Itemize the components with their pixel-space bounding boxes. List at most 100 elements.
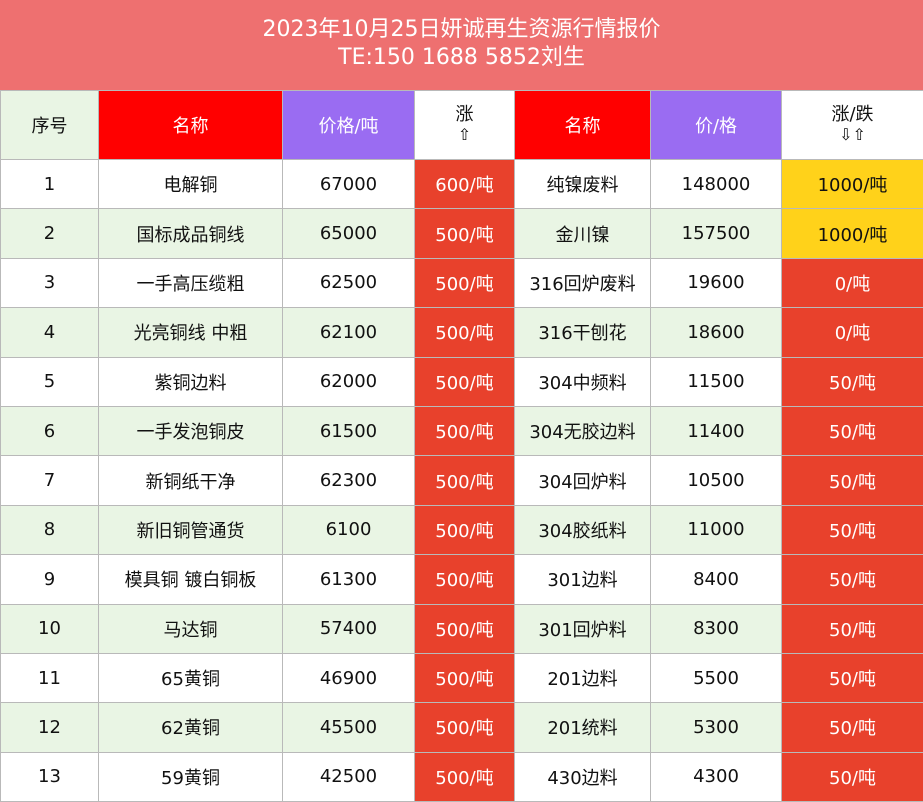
row-index: 3 xyxy=(1,258,99,307)
metal-name-right: 430边料 xyxy=(515,752,651,801)
metal-name-left: 模具铜 镀白铜板 xyxy=(99,555,283,604)
change-left: 500/吨 xyxy=(415,357,515,406)
table-header-row: 序号 名称 价格/吨 涨 ⇧ 名称 价/格 涨/跌 ⇩⇧ xyxy=(1,91,923,160)
metal-name-right: 201统料 xyxy=(515,703,651,752)
row-index: 9 xyxy=(1,555,99,604)
up-arrow-icon: ⇧ xyxy=(415,125,514,145)
header-name-right: 名称 xyxy=(515,91,651,160)
metal-name-right: 304胶纸料 xyxy=(515,505,651,554)
metal-name-left: 一手发泡铜皮 xyxy=(99,406,283,455)
change-right: 0/吨 xyxy=(782,308,923,357)
change-left: 500/吨 xyxy=(415,604,515,653)
down-up-arrow-icon: ⇩⇧ xyxy=(782,125,923,145)
row-index: 12 xyxy=(1,703,99,752)
price-left: 42500 xyxy=(283,752,415,801)
metal-name-right: 316干刨花 xyxy=(515,308,651,357)
price-left: 65000 xyxy=(283,209,415,258)
price-right: 5500 xyxy=(651,653,782,702)
metal-name-left: 新铜纸干净 xyxy=(99,456,283,505)
price-right: 10500 xyxy=(651,456,782,505)
change-right: 50/吨 xyxy=(782,653,923,702)
change-left: 500/吨 xyxy=(415,456,515,505)
change-right: 50/吨 xyxy=(782,703,923,752)
metal-name-right: 301边料 xyxy=(515,555,651,604)
price-left: 62500 xyxy=(283,258,415,307)
price-right: 11000 xyxy=(651,505,782,554)
change-right: 50/吨 xyxy=(782,357,923,406)
price-right: 4300 xyxy=(651,752,782,801)
metal-name-right: 316回炉废料 xyxy=(515,258,651,307)
price-left: 62100 xyxy=(283,308,415,357)
metal-name-left: 新旧铜管通货 xyxy=(99,505,283,554)
change-left: 500/吨 xyxy=(415,258,515,307)
change-right: 50/吨 xyxy=(782,406,923,455)
metal-name-right: 304回炉料 xyxy=(515,456,651,505)
metal-name-right: 304中频料 xyxy=(515,357,651,406)
change-left: 500/吨 xyxy=(415,505,515,554)
metal-name-right: 纯镍废料 xyxy=(515,160,651,209)
row-index: 11 xyxy=(1,653,99,702)
metal-name-left: 59黄铜 xyxy=(99,752,283,801)
change-right: 50/吨 xyxy=(782,604,923,653)
row-index: 10 xyxy=(1,604,99,653)
header-change-right: 涨/跌 ⇩⇧ xyxy=(782,91,923,160)
price-left: 57400 xyxy=(283,604,415,653)
row-index: 6 xyxy=(1,406,99,455)
price-right: 157500 xyxy=(651,209,782,258)
change-left: 500/吨 xyxy=(415,406,515,455)
row-index: 5 xyxy=(1,357,99,406)
metal-name-left: 65黄铜 xyxy=(99,653,283,702)
price-right: 5300 xyxy=(651,703,782,752)
metal-name-left: 马达铜 xyxy=(99,604,283,653)
header-name-left: 名称 xyxy=(99,91,283,160)
change-right: 50/吨 xyxy=(782,505,923,554)
change-left: 500/吨 xyxy=(415,653,515,702)
row-index: 13 xyxy=(1,752,99,801)
metal-name-right: 金川镍 xyxy=(515,209,651,258)
metal-name-left: 国标成品铜线 xyxy=(99,209,283,258)
metal-name-left: 光亮铜线 中粗 xyxy=(99,308,283,357)
header-change-left: 涨 ⇧ xyxy=(415,91,515,160)
price-right: 8300 xyxy=(651,604,782,653)
metal-name-right: 201边料 xyxy=(515,653,651,702)
row-index: 8 xyxy=(1,505,99,554)
metal-name-left: 62黄铜 xyxy=(99,703,283,752)
price-sheet-header: 2023年10月25日妍诚再生资源行情报价 TE:150 1688 5852刘生 xyxy=(0,0,923,90)
header-price-left: 价格/吨 xyxy=(283,91,415,160)
change-left: 500/吨 xyxy=(415,209,515,258)
price-right: 148000 xyxy=(651,160,782,209)
page-title: 2023年10月25日妍诚再生资源行情报价 xyxy=(0,16,923,44)
metal-name-right: 301回炉料 xyxy=(515,604,651,653)
price-left: 61300 xyxy=(283,555,415,604)
change-left: 500/吨 xyxy=(415,555,515,604)
price-right: 11500 xyxy=(651,357,782,406)
change-left: 500/吨 xyxy=(415,703,515,752)
price-left: 6100 xyxy=(283,505,415,554)
change-left: 600/吨 xyxy=(415,160,515,209)
change-right: 50/吨 xyxy=(782,456,923,505)
price-right: 11400 xyxy=(651,406,782,455)
header-change-left-label: 涨 xyxy=(456,104,474,125)
change-left: 500/吨 xyxy=(415,752,515,801)
metal-name-left: 一手高压缆粗 xyxy=(99,258,283,307)
metal-name-left: 电解铜 xyxy=(99,160,283,209)
price-left: 62300 xyxy=(283,456,415,505)
header-price-right: 价/格 xyxy=(651,91,782,160)
price-left: 67000 xyxy=(283,160,415,209)
price-left: 46900 xyxy=(283,653,415,702)
change-right: 0/吨 xyxy=(782,258,923,307)
price-right: 18600 xyxy=(651,308,782,357)
metal-name-left: 紫铜边料 xyxy=(99,357,283,406)
header-index: 序号 xyxy=(1,91,99,160)
row-index: 2 xyxy=(1,209,99,258)
